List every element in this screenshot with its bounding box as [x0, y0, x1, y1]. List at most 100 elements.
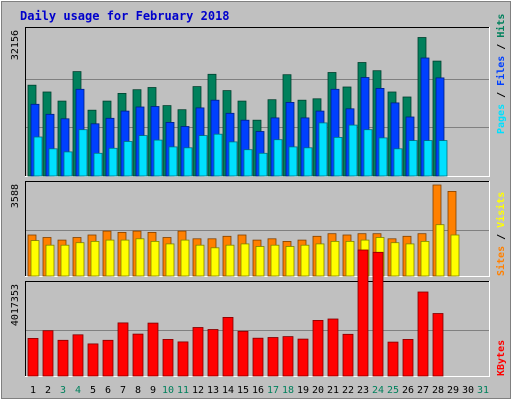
day-label-26: 26: [402, 385, 414, 396]
pages-bar-day-24: [378, 137, 388, 177]
legend-text: Pages / Files / Hits: [495, 14, 507, 134]
kbytes-bar-day-26: [402, 338, 414, 377]
pages-bar-day-11: [183, 147, 193, 177]
kbytes-bar-day-5: [87, 343, 99, 377]
pages-bar-day-9: [153, 139, 163, 177]
visits-bar-day-20: [315, 243, 325, 277]
kbytes-bar-day-17: [267, 337, 279, 377]
pages-bar-day-26: [408, 140, 418, 177]
pages-bar-day-3: [63, 151, 73, 177]
visits-bar-day-5: [90, 240, 100, 277]
visits-bar-day-9: [150, 240, 160, 277]
day-label-9: 9: [150, 385, 156, 396]
pages-bar-day-19: [303, 147, 313, 177]
visits-bar-day-21: [330, 240, 340, 277]
visits-bar-day-29: [450, 234, 460, 277]
kbytes-bar-day-22: [342, 333, 354, 377]
day-label-22: 22: [342, 385, 354, 396]
legend-pages: Pages: [496, 104, 507, 134]
hits-files-pages-panel: [25, 27, 490, 177]
kbytes-bar-day-7: [117, 322, 129, 377]
day-label-27: 27: [417, 385, 429, 396]
day-label-7: 7: [120, 385, 126, 396]
x-axis-day-labels: 1 2 3 4 5 6 7 8 9 10 11 12 13 14 15 16 17 18 19 20 21 22 23 24 2…: [30, 385, 489, 396]
visits-bar-day-18: [285, 246, 295, 277]
visits-bar-day-22: [345, 240, 355, 277]
hits-files-pages-legend: Pages / Files / Hits: [495, 14, 507, 134]
pages-bar-day-22: [348, 124, 358, 177]
visits-bar-day-15: [240, 243, 250, 277]
pages-bar-day-20: [318, 122, 328, 177]
pages-bar-day-4: [78, 129, 88, 177]
pages-bar-day-2: [48, 148, 58, 177]
visits-bar-day-16: [255, 246, 265, 277]
kbytes-bar-day-11: [177, 341, 189, 377]
pages-bar-day-14: [228, 141, 238, 177]
day-label-25: 25: [387, 385, 399, 396]
kbytes-bar-day-14: [222, 316, 234, 377]
kbytes-legend: KBytes: [496, 340, 507, 376]
legend-kbytes: KBytes: [496, 340, 507, 376]
day-label-21: 21: [327, 385, 339, 396]
visits-sites-legend: Sites / Visits: [495, 192, 507, 276]
day-label-18: 18: [282, 385, 294, 396]
visits-sites-panel: [25, 181, 490, 277]
kbytes-bar-day-2: [42, 330, 54, 377]
pages-bar-day-8: [138, 135, 148, 177]
kbytes-bar-day-20: [312, 319, 324, 377]
visits-bar-day-10: [165, 243, 175, 277]
visits-bar-day-11: [180, 239, 190, 277]
pages-bar-day-15: [243, 149, 253, 177]
pages-bar-day-18: [288, 146, 298, 177]
day-label-13: 13: [207, 385, 219, 396]
visits-bar-day-8: [135, 238, 145, 277]
day-label-28: 28: [432, 385, 444, 396]
day-label-31: 31: [477, 385, 489, 396]
day-label-12: 12: [192, 385, 204, 396]
chart-title: Daily usage for February 2018: [20, 9, 230, 23]
kbytes-bar-day-12: [192, 327, 204, 377]
legend- /: /: [496, 228, 507, 246]
pages-bar-day-16: [258, 152, 268, 177]
visits-bar-day-12: [195, 244, 205, 277]
kbytes-bar-day-27: [417, 291, 429, 377]
visits-bar-day-28: [435, 224, 445, 277]
visits-bar-day-3: [60, 244, 70, 277]
day-label-16: 16: [252, 385, 264, 396]
kbytes-bar-day-15: [237, 330, 249, 377]
kbytes-bar-day-24: [372, 251, 384, 377]
visits-bar-day-6: [105, 239, 115, 277]
day-label-6: 6: [105, 385, 111, 396]
legend-text: KBytes: [496, 340, 507, 376]
kbytes-bar-day-3: [57, 339, 69, 377]
visits-bar-day-17: [270, 244, 280, 277]
kbytes-bar-day-28: [432, 313, 444, 377]
day-label-19: 19: [297, 385, 309, 396]
kbytes-panel: [25, 249, 490, 377]
visits-bar-day-7: [120, 239, 130, 277]
legend- /: /: [496, 86, 507, 104]
day-label-11: 11: [177, 385, 189, 396]
day-label-5: 5: [90, 385, 96, 396]
pages-bar-day-6: [108, 147, 118, 177]
legend-hits: Hits: [495, 14, 507, 38]
day-label-30: 30: [462, 385, 474, 396]
pages-bar-day-5: [93, 152, 103, 177]
visits-bar-day-13: [210, 247, 220, 277]
day-label-24: 24: [372, 385, 384, 396]
day-label-23: 23: [357, 385, 369, 396]
pages-bar-day-25: [393, 148, 403, 177]
kbytes-bar-day-16: [252, 337, 264, 377]
kbytes-bar-day-8: [132, 333, 144, 377]
day-label-8: 8: [135, 385, 141, 396]
pages-bar-day-28: [438, 140, 448, 177]
visits-bar-day-27: [420, 240, 430, 277]
pages-bar-day-17: [273, 139, 283, 177]
kbytes-ymax-label: 4017353: [10, 284, 21, 326]
visits-sites-ymax-label: 3588: [10, 184, 21, 208]
visits-bar-day-14: [225, 244, 235, 277]
kbytes-bar-day-10: [162, 338, 174, 377]
day-label-20: 20: [312, 385, 324, 396]
pages-bar-day-21: [333, 136, 343, 177]
